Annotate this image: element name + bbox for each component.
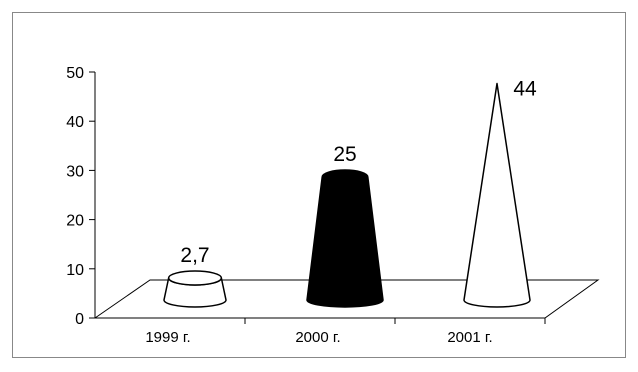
y-tick-label: 40	[66, 114, 84, 131]
y-tick-label: 50	[66, 65, 84, 82]
y-tick-label: 30	[66, 163, 84, 180]
y-tick-label: 10	[66, 262, 84, 279]
cone-body	[306, 176, 384, 308]
data-labels: 2,7 25 44	[180, 78, 537, 267]
cone-series	[163, 82, 531, 308]
cone-top	[167, 270, 223, 286]
y-tick-label: 20	[66, 213, 84, 230]
category-label: 2000 г.	[295, 329, 340, 346]
y-axis-ticks: 0 10 20 30 40 50	[66, 65, 95, 328]
y-tick-label: 0	[75, 311, 84, 328]
data-label: 44	[513, 78, 537, 101]
category-label: 1999 г.	[145, 329, 190, 346]
cone-top	[321, 169, 369, 185]
data-label: 25	[333, 143, 356, 166]
cone-body	[463, 82, 531, 308]
category-label: 2001 г.	[447, 329, 492, 346]
x-axis-ticks: 1999 г. 2000 г. 2001 г.	[145, 318, 546, 346]
cone-bar	[163, 270, 227, 308]
data-label: 2,7	[180, 244, 209, 267]
cone-bar	[463, 82, 531, 308]
cone-bar	[306, 169, 384, 308]
